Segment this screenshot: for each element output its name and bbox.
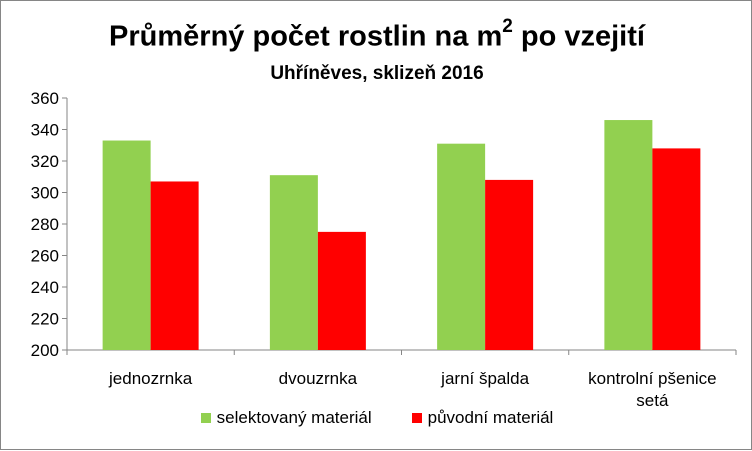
legend-swatch-series-1: [200, 413, 211, 423]
chart-title-superscript: 2: [502, 16, 513, 37]
x-category-label: jednozrnka: [108, 369, 193, 388]
x-category-label: setá: [636, 391, 669, 410]
y-tick-label: 340: [31, 121, 59, 140]
chart-title-text: Průměrný počet rostlin na m: [109, 20, 503, 53]
chart-title: Průměrný počet rostlin na m2 po vzejití: [1, 16, 752, 54]
chart-subtitle: Uhříněves, sklizeň 2016: [270, 63, 484, 84]
legend-label-series-2: původní materiál: [427, 408, 554, 427]
legend-label-series-1: selektovaný materiál: [216, 408, 372, 427]
legend-item-series-1: selektovaný materiál: [200, 408, 372, 428]
y-tick-label: 320: [31, 152, 59, 171]
y-tick-label: 300: [31, 184, 59, 203]
bar-series-2: [652, 148, 701, 350]
legend-item-series-2: původní materiál: [411, 408, 554, 428]
x-category-label: jarní špalda: [440, 369, 529, 388]
y-tick-label: 240: [31, 278, 59, 297]
chart-legend: selektovaný materiál původní materiál: [1, 408, 752, 428]
y-tick-label: 260: [31, 247, 59, 266]
y-tick-label: 200: [31, 341, 59, 360]
bar-series-1: [437, 143, 486, 350]
bar-series-2: [317, 231, 366, 350]
bar-series-2: [150, 181, 199, 350]
y-tick-label: 280: [31, 215, 59, 234]
legend-swatch-series-2: [411, 413, 422, 423]
bar-series-1: [269, 175, 318, 350]
bar-series-1: [102, 140, 151, 350]
y-tick-label: 360: [31, 89, 59, 108]
bar-series-1: [604, 120, 653, 350]
chart-title-suffix: po vzejití: [512, 20, 645, 53]
x-category-label: dvouzrnka: [279, 369, 358, 388]
bar-series-2: [485, 179, 534, 350]
x-category-label: kontrolní pšenice: [588, 369, 717, 388]
y-tick-label: 220: [31, 310, 59, 329]
